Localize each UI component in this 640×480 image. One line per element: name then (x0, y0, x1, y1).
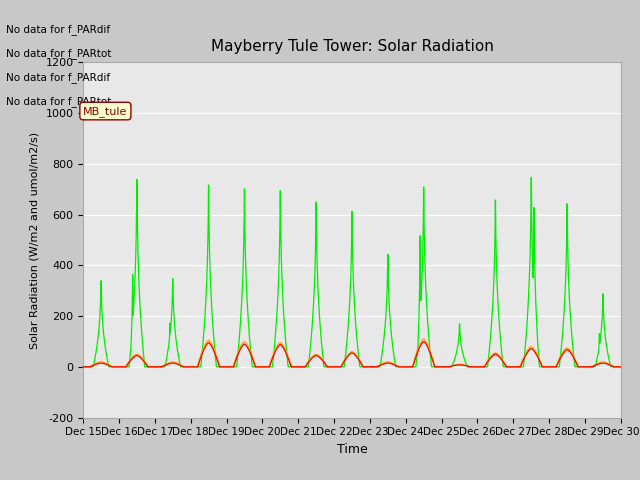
Title: Mayberry Tule Tower: Solar Radiation: Mayberry Tule Tower: Solar Radiation (211, 39, 493, 54)
Text: No data for f_PARdif: No data for f_PARdif (6, 72, 111, 83)
Text: No data for f_PARtot: No data for f_PARtot (6, 96, 112, 107)
Y-axis label: Solar Radiation (W/m2 and umol/m2/s): Solar Radiation (W/m2 and umol/m2/s) (30, 132, 40, 348)
Text: No data for f_PARtot: No data for f_PARtot (6, 48, 112, 59)
Text: No data for f_PARdif: No data for f_PARdif (6, 24, 111, 35)
Text: MB_tule: MB_tule (83, 106, 127, 117)
X-axis label: Time: Time (337, 443, 367, 456)
